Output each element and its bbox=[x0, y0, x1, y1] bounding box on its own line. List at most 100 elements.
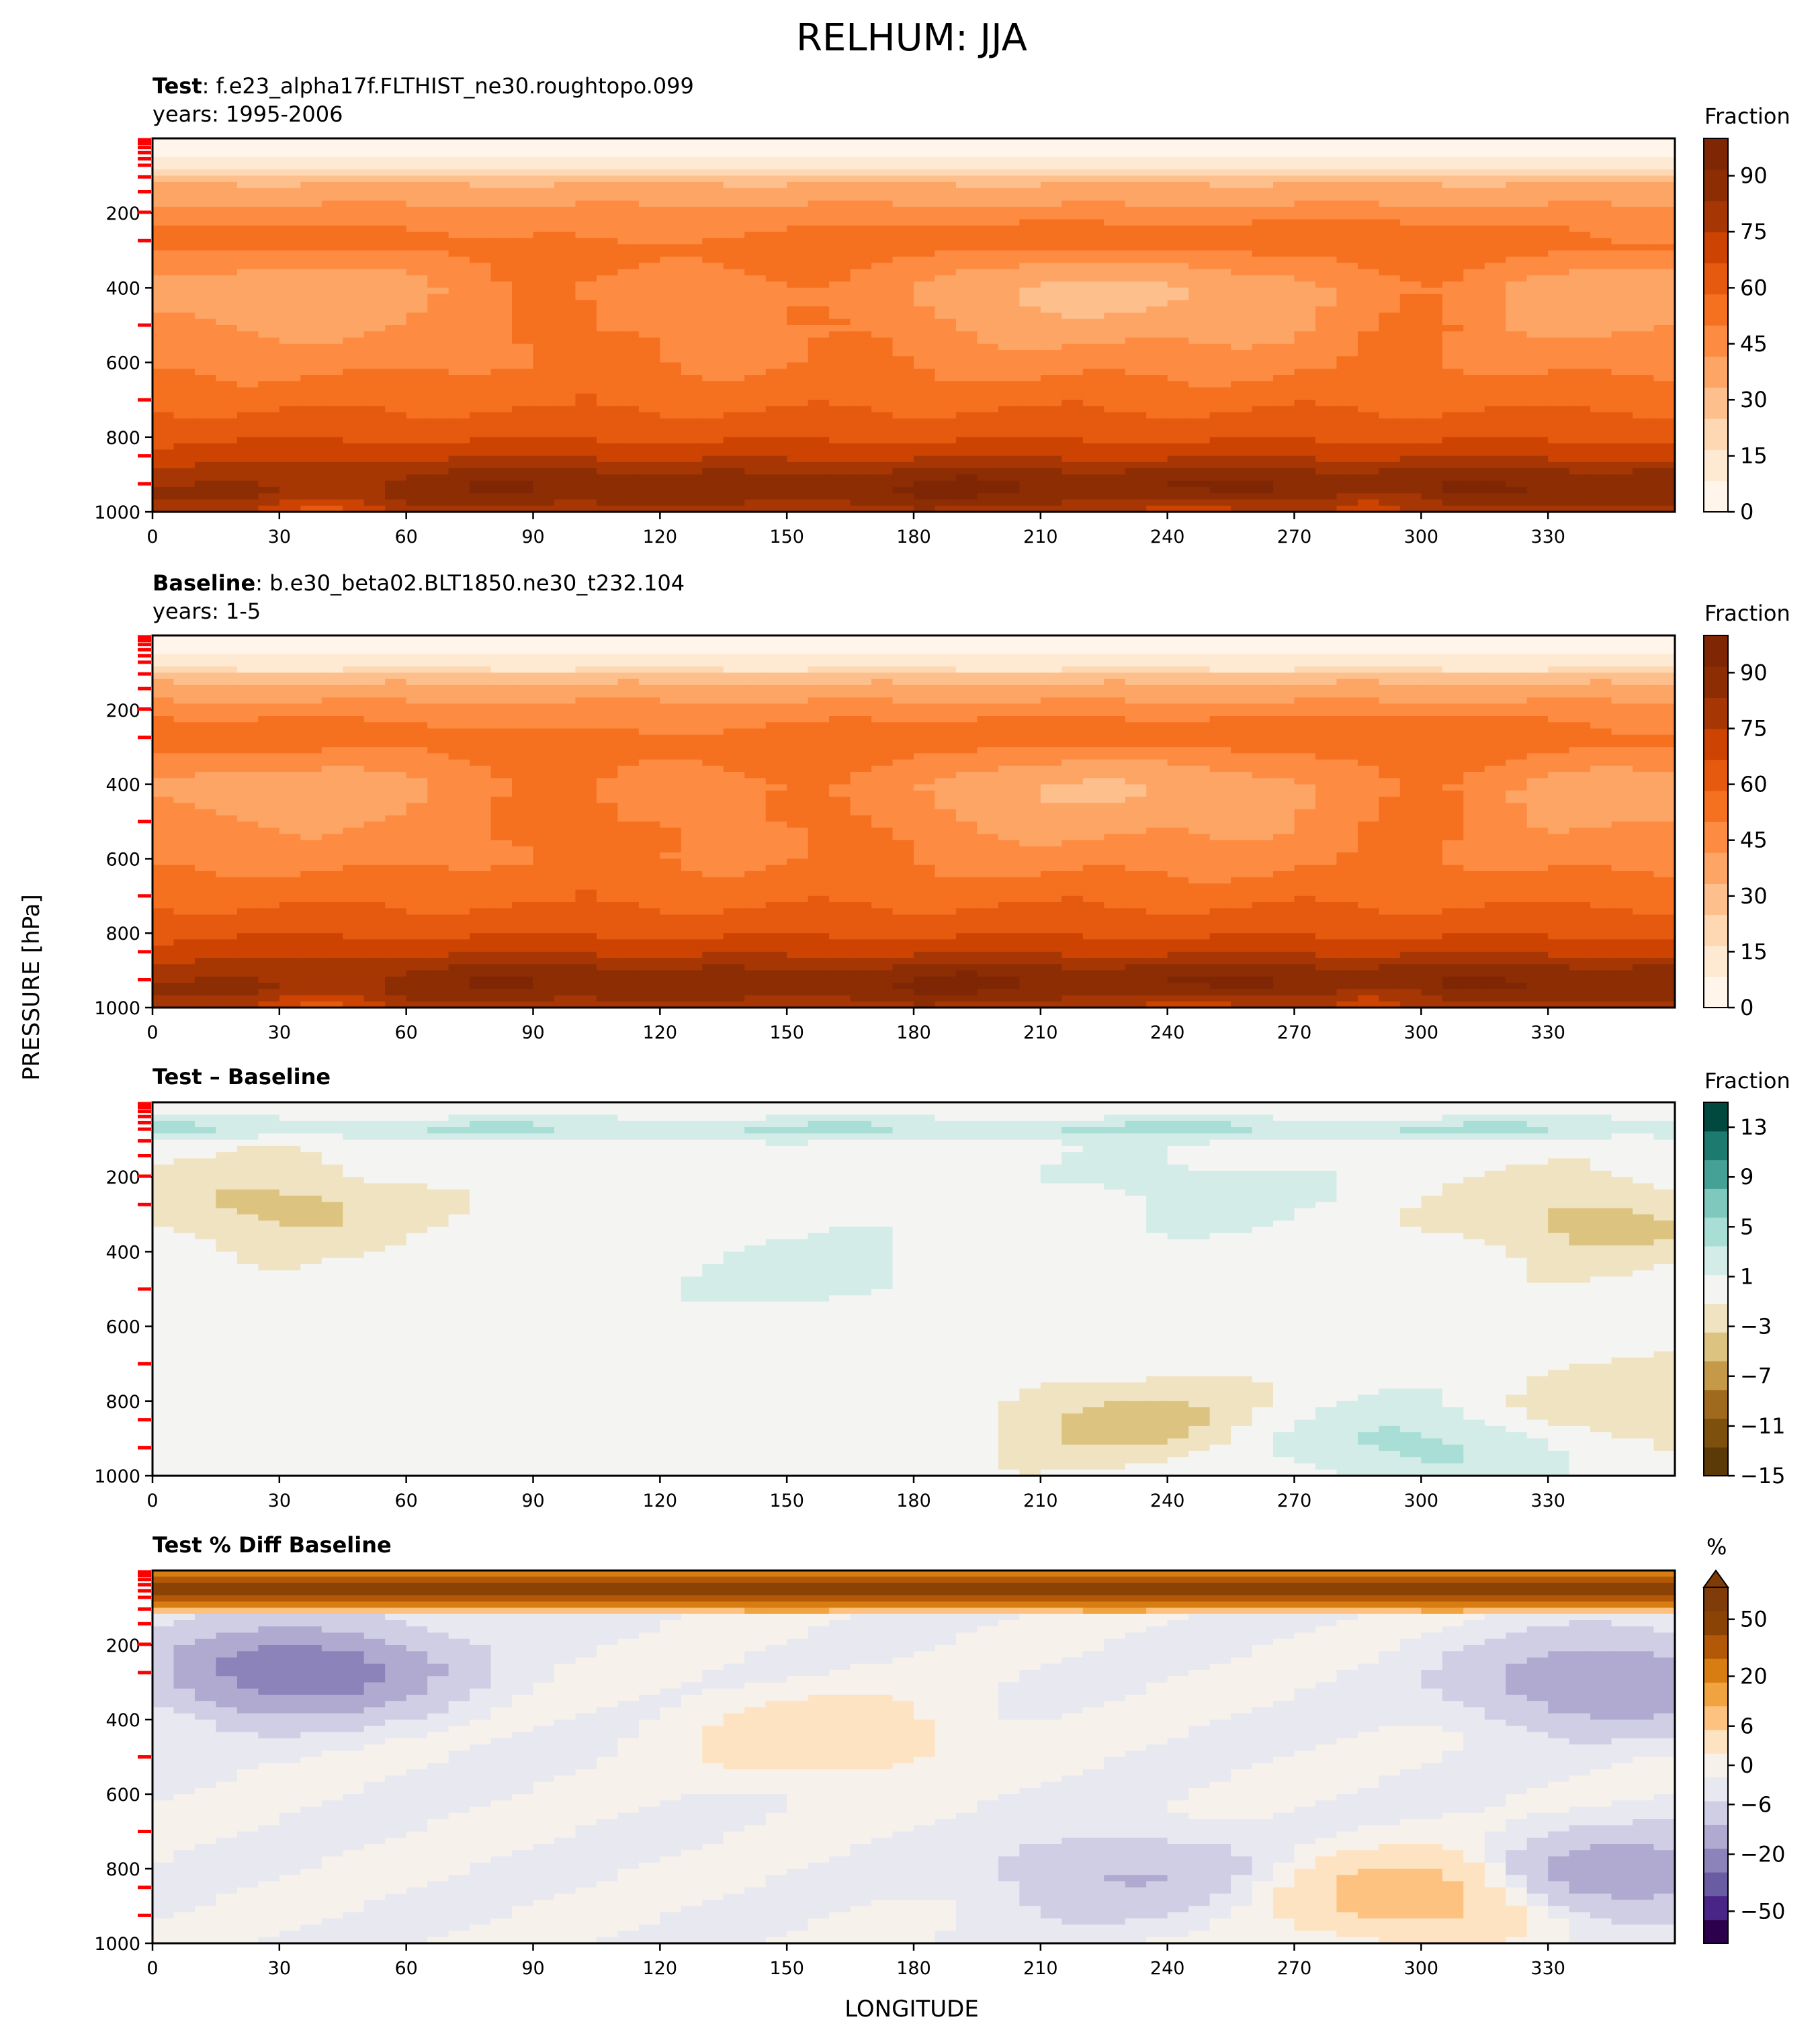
heatmap-cell bbox=[470, 672, 492, 680]
heatmap-cell bbox=[1252, 387, 1274, 394]
heatmap-cell bbox=[533, 331, 555, 339]
heatmap-cell bbox=[236, 225, 259, 232]
heatmap-cell bbox=[1167, 206, 1189, 214]
heatmap-cell bbox=[829, 281, 851, 288]
heatmap-cell bbox=[1548, 144, 1570, 152]
heatmap-cell bbox=[702, 331, 724, 339]
heatmap-cell bbox=[765, 312, 787, 320]
heatmap-cell bbox=[1294, 150, 1316, 158]
heatmap-cell bbox=[385, 281, 407, 288]
heatmap-cell bbox=[681, 505, 703, 512]
heatmap-cell bbox=[808, 425, 830, 432]
heatmap-cell bbox=[554, 400, 576, 407]
heatmap-cell bbox=[1315, 181, 1338, 189]
heatmap-cell bbox=[490, 188, 513, 195]
heatmap-cell bbox=[892, 225, 914, 232]
heatmap-cell bbox=[1379, 300, 1401, 307]
heatmap-cell bbox=[512, 486, 534, 494]
heatmap-cell bbox=[258, 654, 280, 661]
heatmap-cell bbox=[258, 362, 280, 369]
heatmap-cell bbox=[258, 474, 280, 482]
heatmap-cell bbox=[1506, 678, 1528, 686]
heatmap-cell bbox=[1315, 225, 1338, 232]
heatmap-cell bbox=[279, 188, 301, 195]
heatmap-cell bbox=[1590, 678, 1612, 686]
heatmap-cell bbox=[300, 449, 322, 457]
heatmap-cell bbox=[1188, 499, 1211, 506]
heatmap-cell bbox=[236, 169, 259, 177]
heatmap-cell bbox=[723, 337, 745, 345]
heatmap-cell bbox=[1146, 331, 1168, 339]
heatmap-cell bbox=[1463, 300, 1485, 307]
heatmap-cell bbox=[850, 232, 872, 238]
heatmap-cell bbox=[427, 163, 449, 170]
heatmap-cell bbox=[427, 449, 449, 457]
heatmap-cell bbox=[1040, 337, 1062, 345]
heatmap-cell bbox=[236, 418, 259, 425]
heatmap-cell bbox=[1019, 269, 1041, 276]
heatmap-cell bbox=[1379, 362, 1401, 369]
heatmap-cell bbox=[1252, 275, 1274, 282]
heatmap-cell bbox=[702, 157, 724, 164]
heatmap-cell bbox=[1167, 362, 1189, 369]
heatmap-cell bbox=[321, 225, 343, 232]
heatmap-cell bbox=[723, 269, 745, 276]
heatmap-cell bbox=[914, 294, 936, 301]
heatmap-cell bbox=[194, 194, 217, 202]
heatmap-cell bbox=[638, 654, 660, 661]
heatmap-cell bbox=[1315, 194, 1338, 202]
heatmap-cell bbox=[1082, 449, 1104, 457]
heatmap-cell bbox=[1506, 455, 1528, 463]
heatmap-cell bbox=[321, 660, 343, 667]
heatmap-cell bbox=[744, 480, 767, 488]
heatmap-cell bbox=[1061, 144, 1084, 152]
heatmap-cell bbox=[1569, 275, 1591, 282]
heatmap-cell bbox=[660, 343, 682, 351]
heatmap-cell bbox=[406, 337, 428, 345]
heatmap-cell bbox=[850, 412, 872, 419]
heatmap-cell bbox=[1294, 163, 1316, 170]
heatmap-cell bbox=[787, 493, 809, 500]
heatmap-cell bbox=[808, 654, 830, 661]
heatmap-cell bbox=[1336, 672, 1358, 680]
heatmap-cell bbox=[787, 468, 809, 475]
heatmap-cell bbox=[1633, 300, 1655, 307]
heatmap-cell bbox=[470, 635, 492, 642]
heatmap-cell bbox=[1125, 163, 1147, 170]
heatmap-cell bbox=[998, 188, 1020, 195]
heatmap-cell bbox=[723, 437, 745, 444]
heatmap-cell bbox=[1463, 232, 1485, 238]
heatmap-cell bbox=[236, 660, 259, 667]
heatmap-cell bbox=[427, 684, 449, 692]
heatmap-cell bbox=[955, 200, 978, 208]
heatmap-cell bbox=[1463, 138, 1485, 145]
heatmap-cell bbox=[1040, 343, 1062, 351]
heatmap-cell bbox=[1082, 505, 1104, 512]
heatmap-cell bbox=[892, 269, 914, 276]
heatmap-cell bbox=[258, 312, 280, 320]
heatmap-cell bbox=[871, 318, 894, 326]
heatmap-cell bbox=[1633, 169, 1655, 177]
heatmap-cell bbox=[1336, 343, 1358, 351]
heatmap-cell bbox=[1167, 250, 1189, 257]
heatmap-cell bbox=[448, 461, 470, 469]
heatmap-cell bbox=[1019, 437, 1041, 444]
heatmap-cell bbox=[1484, 200, 1506, 208]
heatmap-cell bbox=[1146, 678, 1168, 686]
heatmap-cell bbox=[1526, 418, 1549, 425]
heatmap-cell bbox=[1082, 312, 1104, 320]
heatmap-cell bbox=[914, 194, 936, 202]
heatmap-cell bbox=[955, 250, 978, 257]
heatmap-cell bbox=[1019, 206, 1041, 214]
heatmap-cell bbox=[829, 206, 851, 214]
heatmap-cell bbox=[406, 468, 428, 475]
heatmap-cell bbox=[385, 356, 407, 363]
heatmap-cell bbox=[1188, 300, 1211, 307]
heatmap-cell bbox=[300, 480, 322, 488]
heatmap-cell bbox=[406, 306, 428, 314]
heatmap-cell bbox=[279, 387, 301, 394]
heatmap-cell bbox=[236, 269, 259, 276]
heatmap-cell bbox=[1167, 493, 1189, 500]
heatmap-cell bbox=[1484, 181, 1506, 189]
heatmap-cell bbox=[258, 281, 280, 288]
